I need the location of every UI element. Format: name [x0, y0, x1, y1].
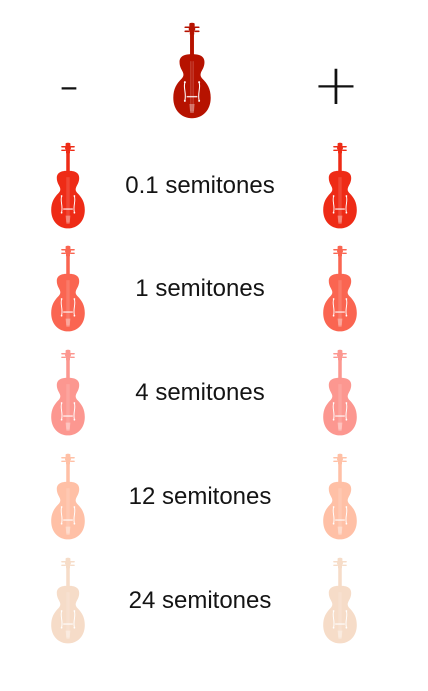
- interval-row-0-1: 0.1 semitones: [0, 138, 428, 238]
- interval-label: 1 semitones: [135, 275, 265, 302]
- interval-label: 24 semitones: [128, 587, 272, 614]
- violin-icon: [169, 22, 215, 120]
- decrease-24-violin-icon[interactable]: [48, 553, 88, 649]
- interval-row-12: 12 semitones: [0, 449, 428, 549]
- violin-icon: [48, 449, 88, 545]
- violin-icon: [48, 345, 88, 441]
- minus-sign[interactable]: -: [58, 53, 80, 118]
- increase-4-violin-icon[interactable]: [320, 345, 360, 441]
- decrease-1-violin-icon[interactable]: [48, 241, 88, 337]
- interval-row-24: 24 semitones: [0, 553, 428, 653]
- violin-icon: [48, 138, 88, 234]
- interval-label: 4 semitones: [135, 379, 265, 406]
- violin-icon: [320, 138, 360, 234]
- increase-24-violin-icon[interactable]: [320, 553, 360, 649]
- increase-12-violin-icon[interactable]: [320, 449, 360, 545]
- interval-row-4: 4 semitones: [0, 345, 428, 445]
- violin-icon: [320, 345, 360, 441]
- violin-icon: [320, 449, 360, 545]
- interval-label: 0.1 semitones: [125, 172, 275, 199]
- violin-icon: [320, 553, 360, 649]
- violin-icon: [320, 241, 360, 337]
- interval-label: 12 semitones: [128, 483, 272, 510]
- decrease-4-violin-icon[interactable]: [48, 345, 88, 441]
- violin-icon: [48, 553, 88, 649]
- main-violin-icon: [169, 22, 215, 120]
- violin-icon: [48, 241, 88, 337]
- decrease-0-1-violin-icon[interactable]: [48, 138, 88, 234]
- increase-0-1-violin-icon[interactable]: [320, 138, 360, 234]
- decrease-12-violin-icon[interactable]: [48, 449, 88, 545]
- plus-sign[interactable]: +: [312, 53, 360, 118]
- interval-row-1: 1 semitones: [0, 241, 428, 341]
- increase-1-violin-icon[interactable]: [320, 241, 360, 337]
